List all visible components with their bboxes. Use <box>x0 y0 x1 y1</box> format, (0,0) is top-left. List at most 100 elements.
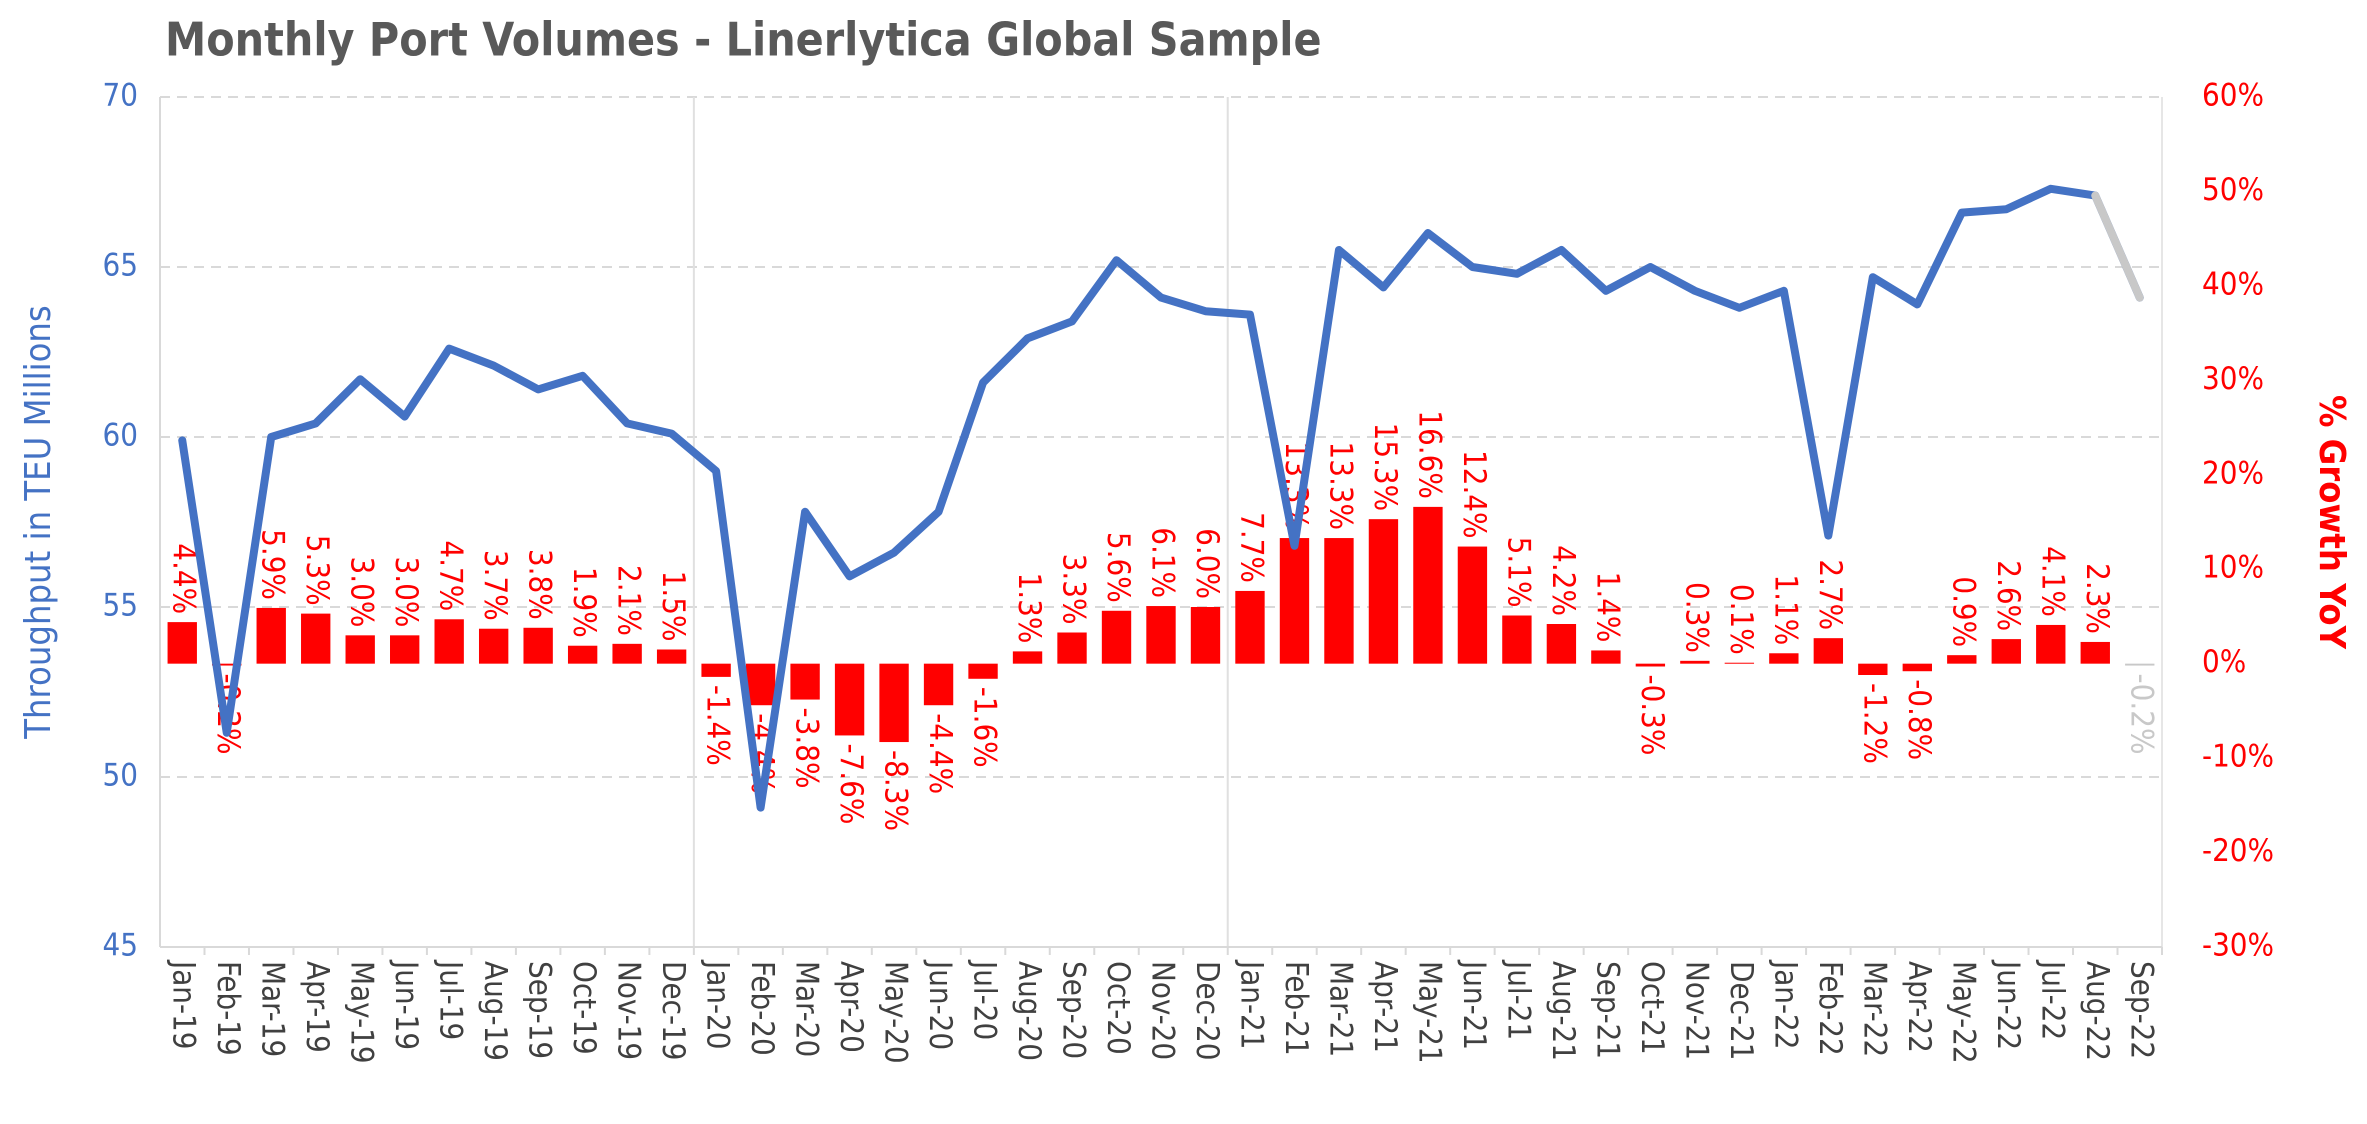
x-tick-label: Dec-20 <box>1189 961 1225 1061</box>
bar <box>523 627 553 664</box>
bar-value-label: -4.4% <box>922 713 958 794</box>
bar-value-label: 12.4% <box>1456 450 1492 539</box>
bar-value-label: -7.6% <box>833 743 869 824</box>
bar <box>1413 506 1443 664</box>
bar-value-label: 1.9% <box>566 567 602 638</box>
bar <box>390 635 420 664</box>
x-tick-label: Dec-19 <box>655 961 691 1061</box>
bar <box>301 613 331 664</box>
bar <box>1724 662 1755 664</box>
bar <box>1769 653 1799 664</box>
bar <box>478 628 509 664</box>
bar <box>1324 538 1354 664</box>
x-tick-label: Apr-20 <box>833 961 869 1053</box>
bar-value-label: 16.6% <box>1411 410 1447 499</box>
bar-value-label: -1.4% <box>700 685 736 766</box>
x-tick-label: Jun-22 <box>1990 959 2026 1050</box>
chart-title: Monthly Port Volumes - Linerlytica Globa… <box>165 13 1322 67</box>
y2-tick-label: 20% <box>2202 455 2264 491</box>
bar <box>1057 632 1087 664</box>
y2-tick-label: 30% <box>2202 361 2264 397</box>
bar <box>1146 606 1176 664</box>
x-tick-label: Jul-21 <box>1500 959 1536 1040</box>
bar-value-label: 3.0% <box>388 556 424 627</box>
bar <box>2036 624 2066 664</box>
bar-value-label: 0.9% <box>1945 576 1981 647</box>
bar-value-label: 4.7% <box>433 540 469 611</box>
bar-value-label: 0.3% <box>1678 582 1714 653</box>
y2-tick-label: -10% <box>2202 739 2274 775</box>
x-tick-label: Mar-22 <box>1856 961 1892 1057</box>
bar-value-label: -3.8% <box>789 708 825 789</box>
y-tick-label: 65 <box>103 248 138 284</box>
bar <box>2080 641 2110 664</box>
x-tick-label: May-20 <box>878 961 914 1064</box>
x-tick-label: Jun-20 <box>922 959 958 1050</box>
y2-tick-label: -20% <box>2202 833 2274 869</box>
bar <box>345 635 375 664</box>
y2-tick-label: 0% <box>2202 644 2246 680</box>
bar-value-label: 4.2% <box>1545 545 1581 616</box>
x-tick-label: Jul-20 <box>967 959 1003 1040</box>
bar <box>2125 663 2155 666</box>
x-tick-label: Aug-21 <box>1545 961 1581 1061</box>
x-tick-label: Aug-22 <box>2079 961 2115 1061</box>
bar <box>1368 519 1399 664</box>
bar-value-label: -8.3% <box>878 750 914 831</box>
bar <box>1502 615 1532 664</box>
bar-value-label: 3.3% <box>1056 554 1092 625</box>
x-tick-label: May-19 <box>344 961 380 1064</box>
x-tick-label: Oct-21 <box>1634 961 1670 1055</box>
x-tick-label: Jan-19 <box>166 959 202 1050</box>
bar-value-label: 2.3% <box>2079 563 2115 634</box>
x-tick-label: Feb-20 <box>744 961 780 1056</box>
bar <box>790 663 820 700</box>
bar <box>968 663 998 679</box>
bar-value-label: 1.3% <box>1011 573 1047 644</box>
bar-value-label: 3.0% <box>344 556 380 627</box>
x-tick-label: Oct-19 <box>566 961 602 1055</box>
bar-value-label: -1.2% <box>1856 683 1892 764</box>
y-tick-label: 45 <box>103 928 138 964</box>
line <box>178 184 2144 812</box>
bar-value-label: 0.1% <box>1723 584 1759 655</box>
y2-axis-title: % Growth YoY <box>2311 395 2352 650</box>
x-tick-label: Apr-22 <box>1901 961 1937 1053</box>
bar <box>1991 639 2021 664</box>
x-tick-label: Jan-22 <box>1767 959 1803 1050</box>
x-tick-label: Aug-20 <box>1011 961 1047 1061</box>
bar-value-label: 5.9% <box>255 529 291 600</box>
x-tick-label: Sep-21 <box>1589 961 1625 1059</box>
bar <box>1279 538 1310 664</box>
bar <box>1101 610 1132 664</box>
bar-value-label: 5.6% <box>1100 532 1136 603</box>
bar <box>656 649 687 664</box>
bar-value-label: 1.1% <box>1767 574 1803 645</box>
x-tick-label: Mar-19 <box>255 961 291 1057</box>
bar <box>1235 590 1265 664</box>
y2-tick-label: 40% <box>2202 266 2264 302</box>
bar <box>1680 660 1710 664</box>
bar-value-label: 2.7% <box>1812 559 1848 630</box>
bar-value-label: 7.7% <box>1233 512 1269 583</box>
bar <box>167 622 197 664</box>
x-tick-label: Sep-19 <box>522 961 558 1059</box>
bar-value-label: 1.4% <box>1589 572 1625 643</box>
bar <box>1457 546 1488 664</box>
y2-tick-label: 10% <box>2202 550 2264 586</box>
bar-value-label: 13.3% <box>1322 441 1358 530</box>
x-tick-label: Sep-20 <box>1056 961 1092 1059</box>
x-tick-label: Jan-20 <box>700 959 736 1050</box>
bar <box>879 663 909 743</box>
bar <box>434 619 464 664</box>
bar <box>1813 638 1844 664</box>
bar <box>701 663 731 677</box>
x-tick-label: Feb-22 <box>1812 961 1848 1056</box>
x-tick-label: Apr-19 <box>299 961 335 1053</box>
x-tick-label: Feb-19 <box>210 961 246 1056</box>
y-tick-label: 60 <box>103 418 138 454</box>
bar-value-label: 5.3% <box>299 535 335 606</box>
x-tick-label: Apr-21 <box>1367 961 1403 1053</box>
y-tick-label: 70 <box>103 78 138 114</box>
bar-value-label: 6.1% <box>1145 527 1181 598</box>
